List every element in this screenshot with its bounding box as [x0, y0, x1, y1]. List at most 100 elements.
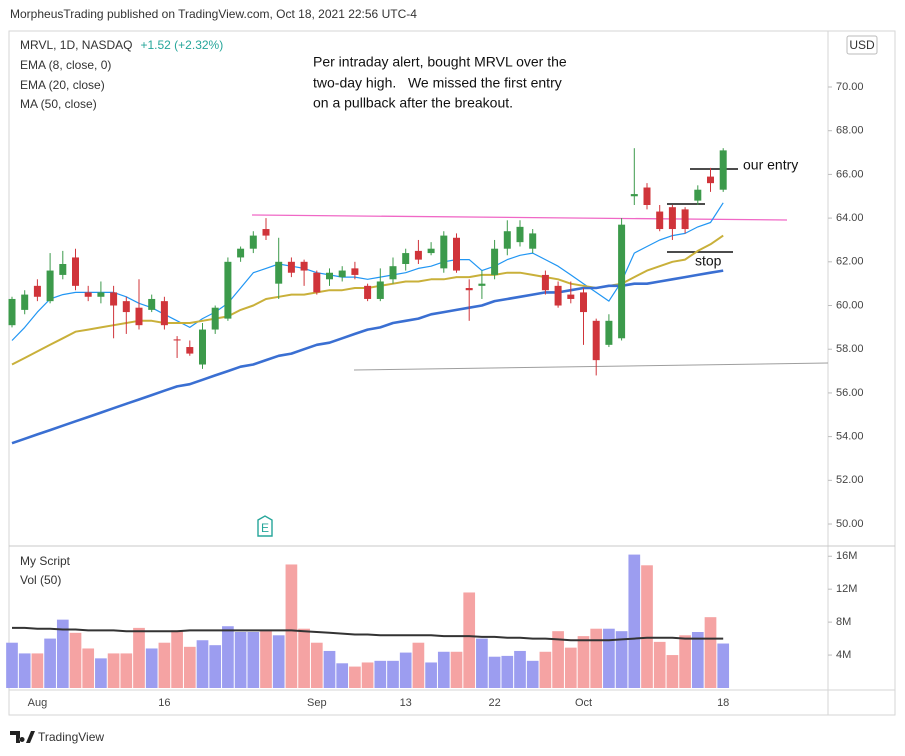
volume-bar — [615, 631, 628, 688]
volume-bar — [285, 564, 298, 688]
volume-bar — [323, 650, 336, 688]
candle-body — [211, 307, 219, 330]
candle-body — [643, 187, 651, 205]
candle-body — [402, 253, 410, 264]
candle-body — [97, 292, 105, 297]
indicator-line — [11, 202, 724, 341]
volume-bar — [488, 656, 501, 688]
candle-body — [338, 270, 346, 278]
y-tick-label: 16M — [836, 550, 857, 562]
candle-body — [630, 194, 638, 197]
candle-body — [656, 211, 664, 230]
volume-bar — [82, 648, 95, 688]
volume-bar — [590, 628, 603, 688]
legend-entry: EMA (20, close) — [20, 78, 105, 92]
pane-title: My Script — [20, 554, 71, 568]
candle-body — [453, 237, 460, 271]
candle-body — [605, 320, 613, 345]
volume-bar — [704, 617, 717, 688]
candle-body — [313, 272, 321, 293]
candle-body — [326, 272, 333, 280]
header: MorpheusTrading published on TradingView… — [10, 7, 417, 21]
candle-body — [148, 298, 156, 310]
currency: USD — [849, 38, 875, 52]
candle-body — [110, 292, 118, 306]
note-line: Per intraday alert, bought MRVL over the — [313, 54, 567, 70]
candle-body — [389, 266, 397, 280]
candle-body — [491, 248, 499, 275]
x-tick-label: 22 — [488, 697, 500, 709]
candle-body — [72, 257, 79, 286]
volume-bar — [56, 619, 69, 688]
volume-bar — [95, 658, 107, 688]
volume-bar — [603, 628, 615, 688]
volume-bar — [412, 642, 425, 688]
volume-bar — [450, 651, 463, 688]
candle-body — [503, 231, 511, 249]
volume-bar — [6, 642, 18, 688]
candle-body — [618, 224, 626, 339]
candle-body — [681, 209, 689, 230]
y-tick-label: 8M — [836, 616, 851, 628]
legend-entry: EMA (8, close, 0) — [20, 58, 111, 72]
volume-bar — [539, 651, 552, 688]
candle-body — [33, 285, 41, 297]
annotation: our entry — [743, 157, 798, 173]
volume-bar — [691, 632, 704, 688]
candle-body — [135, 307, 143, 326]
volume-bar — [437, 651, 450, 688]
x-tick-label: Sep — [307, 697, 327, 709]
earnings-marker — [257, 515, 273, 537]
volume-bar — [196, 640, 209, 688]
candle-body — [440, 235, 448, 269]
volume-bar — [653, 641, 666, 688]
candle-body — [414, 250, 422, 260]
volume-bar — [69, 632, 82, 688]
volume-bar — [133, 627, 145, 688]
support-line — [353, 362, 829, 371]
x-tick-label: 13 — [400, 697, 412, 709]
candle-body — [122, 301, 130, 313]
volume-bar — [564, 647, 577, 688]
candle-body — [719, 150, 727, 190]
x-tick-label: Aug — [28, 697, 48, 709]
candle-body — [8, 298, 16, 326]
volume-bar — [476, 638, 488, 688]
y-tick-label: 64.00 — [836, 212, 864, 224]
volume-bar — [425, 662, 437, 688]
footer: TradingView — [38, 730, 104, 744]
candle-body — [237, 248, 245, 258]
volume-bar — [577, 636, 590, 688]
candle-body — [224, 261, 232, 319]
y-tick-label: 56.00 — [836, 387, 864, 399]
earnings-label: E — [261, 521, 269, 535]
candle-body — [262, 229, 270, 236]
volume-bar — [374, 660, 387, 688]
note-line: two-day high. We missed the first entry — [313, 75, 562, 91]
candle-body — [516, 226, 524, 243]
trendline — [251, 214, 788, 221]
volume-bar — [463, 592, 476, 688]
y-tick-label: 60.00 — [836, 299, 864, 311]
volume-bar — [247, 632, 260, 688]
y-tick-label: 66.00 — [836, 168, 864, 180]
x-tick-label: Oct — [575, 697, 592, 709]
volume-bar — [336, 663, 349, 688]
candle-body — [364, 285, 372, 299]
candle-body — [376, 281, 384, 299]
candle-body — [59, 263, 67, 275]
volume-bar — [666, 655, 679, 688]
volume-bar — [641, 565, 653, 688]
x-tick-label: 18 — [717, 697, 729, 709]
volume-bar — [272, 635, 285, 688]
candle-body — [541, 274, 549, 291]
y-tick-label: 4M — [836, 649, 851, 661]
y-tick-label: 52.00 — [836, 474, 864, 486]
candle-body — [694, 189, 702, 201]
x-tick-label: 16 — [158, 697, 170, 709]
candle-body — [554, 285, 562, 306]
volume-bar — [717, 643, 730, 688]
symbol-text: MRVL, 1D, NASDAQ — [20, 38, 132, 52]
volume-bar — [310, 642, 323, 688]
